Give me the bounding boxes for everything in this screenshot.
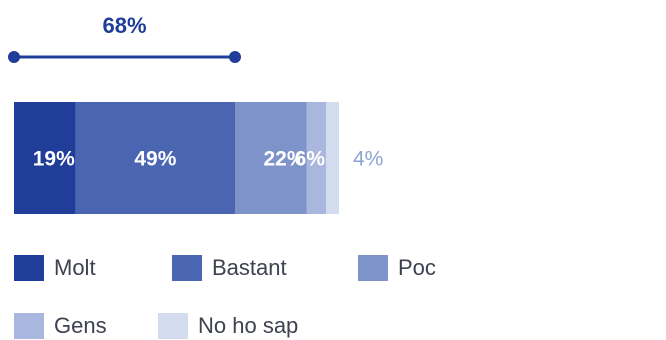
legend-swatch-molt [14, 255, 44, 281]
bracket-start-dot [8, 51, 20, 63]
legend-item-bastant: Bastant [172, 255, 287, 281]
segment-label-bastant: 49% [134, 148, 176, 171]
legend-item-molt: Molt [14, 255, 96, 281]
segment-label-molt: 19% [33, 148, 75, 171]
segment-label-no-ho-sap: 4% [353, 148, 383, 171]
legend-label-molt: Molt [54, 255, 96, 280]
legend-item-no-ho-sap: No ho sap [158, 313, 298, 339]
legend-swatch-no-ho-sap [158, 313, 188, 339]
legend-label-no-ho-sap: No ho sap [198, 313, 298, 338]
bar-segment-no-ho-sap [326, 102, 339, 214]
legend-item-gens: Gens [14, 313, 107, 339]
legend-label-gens: Gens [54, 313, 107, 338]
legend-label-bastant: Bastant [212, 255, 287, 280]
legend-swatch-gens [14, 313, 44, 339]
bracket: 68% [8, 13, 241, 63]
legend-swatch-bastant [172, 255, 202, 281]
legend-item-poc: Poc [358, 255, 436, 281]
legend-label-poc: Poc [398, 255, 436, 280]
bracket-end-dot [229, 51, 241, 63]
legend: Molt Bastant Poc Gens No ho sap [14, 255, 436, 339]
bracket-label: 68% [102, 13, 146, 38]
segment-label-gens: 6% [295, 148, 326, 171]
legend-swatch-poc [358, 255, 388, 281]
